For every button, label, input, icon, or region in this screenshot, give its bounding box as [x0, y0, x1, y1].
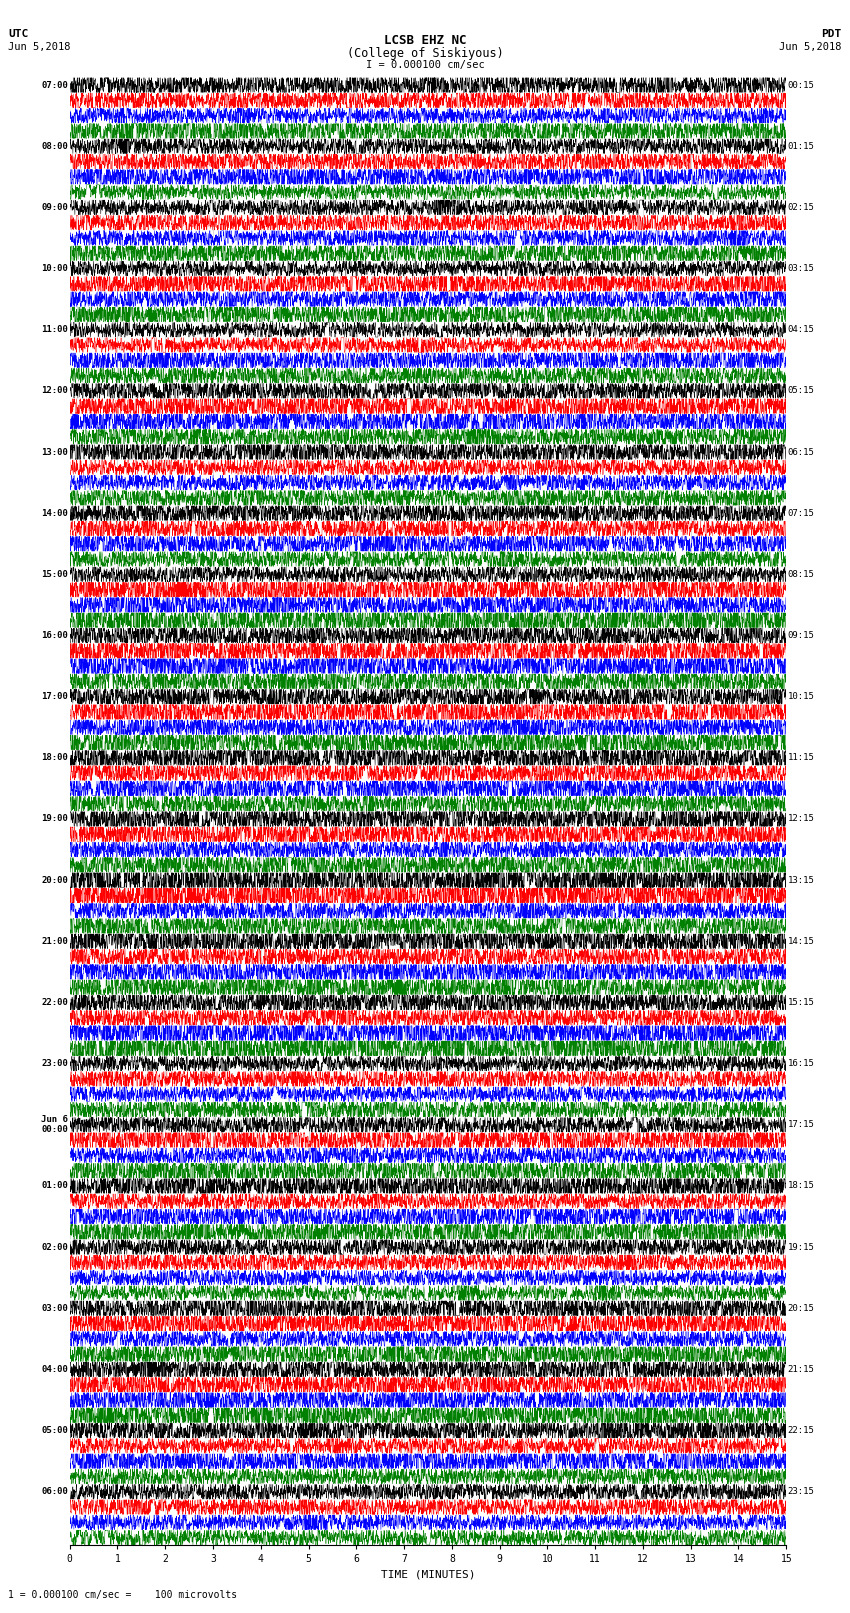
Text: 11:00: 11:00	[42, 326, 68, 334]
Text: 16:15: 16:15	[788, 1060, 814, 1068]
Text: 04:15: 04:15	[788, 326, 814, 334]
Text: Jun 5,2018: Jun 5,2018	[779, 42, 842, 52]
Text: 03:15: 03:15	[788, 265, 814, 273]
Text: PDT: PDT	[821, 29, 842, 39]
Text: 07:00: 07:00	[42, 81, 68, 90]
Text: 19:15: 19:15	[788, 1242, 814, 1252]
Text: 08:00: 08:00	[42, 142, 68, 150]
Text: 11:15: 11:15	[788, 753, 814, 763]
Text: 01:00: 01:00	[42, 1181, 68, 1190]
Text: 21:00: 21:00	[42, 937, 68, 945]
Text: 13:15: 13:15	[788, 876, 814, 884]
Text: 1 = 0.000100 cm/sec =    100 microvolts: 1 = 0.000100 cm/sec = 100 microvolts	[8, 1590, 238, 1600]
Text: UTC: UTC	[8, 29, 29, 39]
Text: 23:00: 23:00	[42, 1060, 68, 1068]
Text: 16:00: 16:00	[42, 631, 68, 640]
Text: 00:15: 00:15	[788, 81, 814, 90]
Text: 07:15: 07:15	[788, 508, 814, 518]
Text: 10:15: 10:15	[788, 692, 814, 702]
Text: 13:00: 13:00	[42, 447, 68, 456]
Text: 02:15: 02:15	[788, 203, 814, 211]
Text: 17:00: 17:00	[42, 692, 68, 702]
Text: 06:00: 06:00	[42, 1487, 68, 1497]
Text: 05:00: 05:00	[42, 1426, 68, 1436]
Text: 06:15: 06:15	[788, 447, 814, 456]
Text: Jun 6
00:00: Jun 6 00:00	[42, 1116, 68, 1134]
Text: 18:00: 18:00	[42, 753, 68, 763]
Text: (College of Siskiyous): (College of Siskiyous)	[347, 47, 503, 60]
Text: 02:00: 02:00	[42, 1242, 68, 1252]
Text: 08:15: 08:15	[788, 569, 814, 579]
Text: LCSB EHZ NC: LCSB EHZ NC	[383, 34, 467, 47]
Text: 10:00: 10:00	[42, 265, 68, 273]
Text: 22:00: 22:00	[42, 998, 68, 1007]
Text: 12:00: 12:00	[42, 387, 68, 395]
Text: 18:15: 18:15	[788, 1181, 814, 1190]
Text: 17:15: 17:15	[788, 1121, 814, 1129]
Text: 09:15: 09:15	[788, 631, 814, 640]
Text: 20:15: 20:15	[788, 1303, 814, 1313]
Text: I = 0.000100 cm/sec: I = 0.000100 cm/sec	[366, 60, 484, 69]
Text: 05:15: 05:15	[788, 387, 814, 395]
Text: 15:00: 15:00	[42, 569, 68, 579]
Text: 04:00: 04:00	[42, 1365, 68, 1374]
Text: 03:00: 03:00	[42, 1303, 68, 1313]
Text: 21:15: 21:15	[788, 1365, 814, 1374]
Text: Jun 5,2018: Jun 5,2018	[8, 42, 71, 52]
Text: 20:00: 20:00	[42, 876, 68, 884]
Text: 14:00: 14:00	[42, 508, 68, 518]
Text: 23:15: 23:15	[788, 1487, 814, 1497]
Text: 12:15: 12:15	[788, 815, 814, 824]
Text: 19:00: 19:00	[42, 815, 68, 824]
Text: 09:00: 09:00	[42, 203, 68, 211]
Text: 15:15: 15:15	[788, 998, 814, 1007]
Text: 22:15: 22:15	[788, 1426, 814, 1436]
Text: 01:15: 01:15	[788, 142, 814, 150]
Text: 14:15: 14:15	[788, 937, 814, 945]
X-axis label: TIME (MINUTES): TIME (MINUTES)	[381, 1569, 475, 1579]
